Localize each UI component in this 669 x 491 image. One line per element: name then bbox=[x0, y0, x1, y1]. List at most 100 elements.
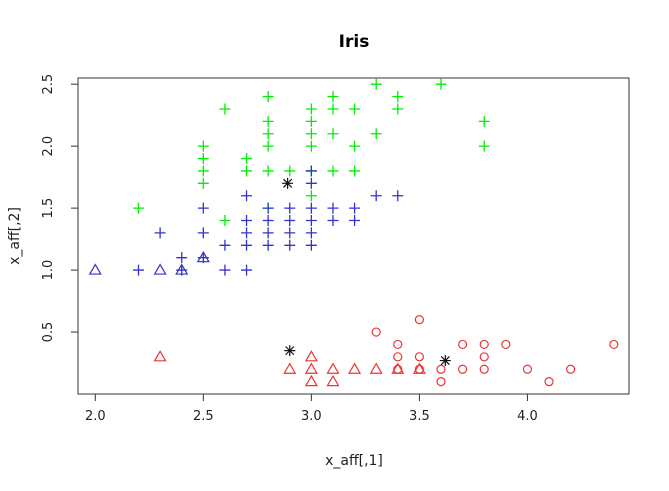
red-circle-point-2 bbox=[393, 352, 403, 362]
red-circle-point-10 bbox=[458, 364, 468, 374]
green-plus-point-31 bbox=[392, 91, 404, 103]
green-plus-point-19 bbox=[305, 140, 317, 152]
red-triangle-point-1 bbox=[283, 362, 297, 374]
blue-plus-point-21 bbox=[284, 239, 296, 251]
blue-plus-point-1 bbox=[154, 227, 166, 239]
green-plus-point-16 bbox=[305, 103, 317, 115]
green-plus-point-25 bbox=[327, 165, 339, 177]
red-circle-point-13 bbox=[479, 364, 489, 374]
red-triangle-point-9 bbox=[391, 362, 405, 374]
blue-plus-point-29 bbox=[327, 215, 339, 227]
blue-plus-point-30 bbox=[349, 202, 361, 214]
y-tick-label-0: 0.5 bbox=[41, 322, 56, 343]
green-plus-point-27 bbox=[349, 140, 361, 152]
blue-plus-point-11 bbox=[241, 227, 253, 239]
green-plus-point-7 bbox=[241, 153, 253, 165]
blue-plus-point-0 bbox=[133, 264, 145, 276]
green-plus-point-2 bbox=[197, 153, 209, 165]
blue-plus-point-10 bbox=[241, 215, 253, 227]
red-circle-point-9 bbox=[458, 339, 468, 350]
green-plus-point-18 bbox=[305, 128, 317, 140]
x-tick-label-1: 2.5 bbox=[193, 409, 214, 424]
red-circle-point-17 bbox=[566, 364, 576, 374]
green-plus-point-4 bbox=[197, 177, 209, 189]
blue-plus-point-25 bbox=[305, 215, 317, 227]
green-plus-point-15 bbox=[284, 165, 296, 177]
red-circle-point-1 bbox=[393, 339, 403, 350]
red-circle-point-7 bbox=[436, 364, 446, 374]
red-circle-point-16 bbox=[544, 377, 554, 387]
blue-plus-point-4 bbox=[197, 202, 209, 214]
blue-plus-point-24 bbox=[305, 202, 317, 214]
red-circle-point-5 bbox=[414, 352, 425, 362]
green-plus-point-17 bbox=[305, 115, 317, 127]
x-tick-label-3: 3.5 bbox=[409, 409, 430, 424]
red-circle-point-4 bbox=[414, 315, 425, 325]
blue-plus-point-5 bbox=[197, 227, 209, 239]
green-plus-point-26 bbox=[349, 103, 361, 115]
black-star-point-2 bbox=[439, 355, 451, 367]
red-circle-point-14 bbox=[501, 339, 511, 350]
x-tick-label-0: 2.0 bbox=[85, 409, 106, 424]
blue-plus-point-8 bbox=[219, 264, 231, 276]
red-circle-point-0 bbox=[371, 327, 381, 337]
green-plus-point-12 bbox=[262, 140, 274, 152]
green-plus-point-1 bbox=[197, 140, 209, 152]
green-plus-point-13 bbox=[262, 165, 274, 177]
red-circle-point-11 bbox=[479, 339, 489, 350]
green-plus-point-21 bbox=[305, 190, 317, 202]
red-triangle-point-10 bbox=[412, 362, 426, 374]
red-circle-point-8 bbox=[436, 377, 446, 387]
red-circle-point-12 bbox=[479, 352, 489, 362]
blue-plus-point-9 bbox=[241, 190, 253, 202]
blue-plus-point-32 bbox=[370, 190, 382, 202]
blue-plus-point-7 bbox=[219, 239, 231, 251]
green-plus-point-11 bbox=[262, 128, 274, 140]
green-plus-point-10 bbox=[262, 115, 274, 127]
blue-triangle-point-3 bbox=[196, 250, 210, 263]
green-plus-point-32 bbox=[392, 103, 404, 115]
red-triangle-point-4 bbox=[304, 374, 318, 387]
blue-plus-point-19 bbox=[284, 215, 296, 227]
x-tick-label-4: 4.0 bbox=[517, 409, 538, 424]
blue-plus-point-33 bbox=[392, 190, 404, 202]
y-axis: 0.5 1.0 1.5 2.0 2.5 bbox=[41, 74, 78, 343]
green-plus-point-35 bbox=[478, 140, 490, 152]
blue-plus-point-15 bbox=[262, 215, 274, 227]
blue-plus-point-23 bbox=[305, 177, 317, 189]
red-triangle-point-6 bbox=[326, 374, 340, 387]
red-triangle-point-3 bbox=[304, 362, 318, 374]
blue-plus-point-16 bbox=[262, 227, 274, 239]
green-plus-point-34 bbox=[478, 115, 490, 127]
green-plus-point-28 bbox=[349, 165, 361, 177]
y-tick-label-4: 2.5 bbox=[41, 74, 56, 95]
data-points bbox=[88, 78, 619, 387]
y-tick-label-2: 1.5 bbox=[41, 198, 56, 219]
red-triangle-point-7 bbox=[348, 362, 362, 374]
green-plus-point-24 bbox=[327, 128, 339, 140]
red-circle-point-18 bbox=[609, 339, 619, 350]
red-triangle-point-5 bbox=[326, 362, 340, 374]
red-triangle-point-0 bbox=[153, 350, 167, 362]
red-triangle-point-2 bbox=[304, 350, 318, 362]
blue-plus-point-26 bbox=[305, 227, 317, 239]
blue-triangle-point-1 bbox=[153, 263, 167, 275]
green-plus-point-8 bbox=[241, 165, 253, 177]
green-plus-point-23 bbox=[327, 103, 339, 115]
plot-frame bbox=[77, 77, 630, 395]
blue-plus-point-31 bbox=[349, 215, 361, 227]
blue-plus-point-28 bbox=[327, 202, 339, 214]
black-star-point-0 bbox=[282, 177, 294, 189]
green-plus-point-29 bbox=[370, 78, 382, 90]
blue-plus-point-22 bbox=[305, 165, 317, 177]
blue-plus-point-14 bbox=[262, 202, 274, 214]
green-plus-point-22 bbox=[327, 91, 339, 103]
black-star-point-1 bbox=[284, 345, 296, 357]
y-tick-label-1: 1.0 bbox=[41, 260, 56, 281]
green-plus-point-0 bbox=[133, 202, 145, 214]
green-plus-point-33 bbox=[435, 78, 447, 90]
y-axis-label: x_aff[,2] bbox=[7, 207, 23, 265]
blue-plus-point-13 bbox=[241, 264, 253, 276]
blue-plus-point-27 bbox=[305, 239, 317, 251]
